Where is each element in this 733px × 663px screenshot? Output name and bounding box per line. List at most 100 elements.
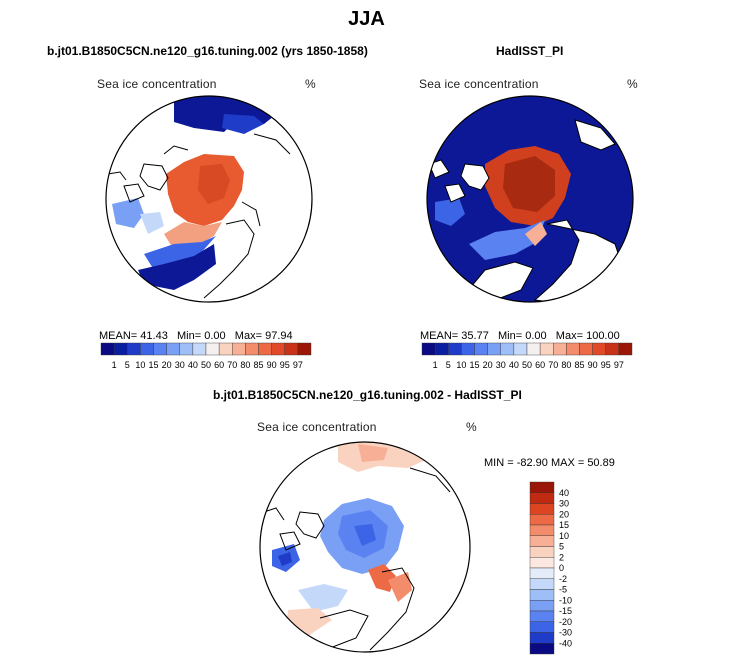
colorbar-model-tick-label: 80 [240, 360, 250, 370]
colorbar-diff-tick-label: -20 [559, 617, 572, 627]
colorbar-diff-tick-label: -5 [559, 585, 567, 595]
colorbar-diff-swatch [529, 481, 555, 493]
colorbar-obs-tick-label: 5 [446, 360, 451, 370]
colorbar-diff-swatch [529, 632, 555, 644]
colorbar-model-swatch [179, 342, 194, 356]
colorbar-diff-swatch [529, 643, 555, 655]
colorbar-diff-tick-label: 5 [559, 542, 564, 552]
colorbar-diff-swatch [529, 567, 555, 579]
colorbar-diff-swatch [529, 621, 555, 633]
colorbar-diff-tick-label: 30 [559, 499, 569, 509]
colorbar-model-swatch [166, 342, 180, 356]
colorbar-diff-swatch [529, 492, 555, 504]
colorbar-model-swatch [205, 342, 220, 356]
units-label-diff: % [466, 420, 477, 434]
colorbar-model-tick-label: 10 [135, 360, 145, 370]
panel-title-model: b.jt01.B1850C5CN.ne120_g16.tuning.002 (y… [47, 44, 368, 58]
colorbar-model-tick-label: 50 [201, 360, 211, 370]
colorbar-obs-tick-label: 30 [496, 360, 506, 370]
colorbar-obs-swatch [592, 342, 606, 356]
colorbar-obs-tick-label: 80 [561, 360, 571, 370]
colorbar-diff-swatch [529, 524, 555, 536]
colorbar-obs-tick-label: 1 [433, 360, 438, 370]
colorbar-diff-tick-label: 0 [559, 563, 564, 573]
colorbar-model-swatch [245, 342, 259, 356]
colorbar-diff-tick-label: 40 [559, 488, 569, 498]
colorbar-model-tick-label: 5 [125, 360, 130, 370]
variable-label-obs: Sea ice concentration [419, 77, 539, 91]
colorbar-diff-swatch [529, 557, 555, 569]
colorbar-model: 1 5 10 15 20 30 40 50 60 70 80 85 90 95 97 [100, 342, 312, 370]
colorbar-model-tick-label: 40 [188, 360, 198, 370]
colorbar-obs-tick-label: 95 [601, 360, 611, 370]
colorbar-diff-tick-label: -10 [559, 595, 572, 605]
colorbar-obs-swatch [421, 342, 436, 356]
variable-label-diff: Sea ice concentration [257, 420, 377, 434]
colorbar-diff-tick-label: -15 [559, 606, 572, 616]
colorbar-obs-tick-label: 85 [574, 360, 584, 370]
stats-model: MEAN= 41.43 Min= 0.00 Max= 97.94 [99, 330, 293, 342]
colorbar-model-swatch [100, 342, 115, 356]
colorbar-model-swatch [218, 342, 233, 356]
colorbar-obs-tick-label: 97 [614, 360, 624, 370]
colorbar-diff-swatch [529, 610, 555, 622]
colorbar-obs-tick-label: 50 [522, 360, 532, 370]
colorbar-obs-swatch [618, 342, 633, 356]
colorbar-diff-tick-label: -30 [559, 628, 572, 638]
colorbar-diff-swatch [529, 535, 555, 547]
colorbar-obs-swatch [526, 342, 541, 356]
colorbar-obs-tick-label: 40 [509, 360, 519, 370]
polar-map-model [105, 95, 313, 303]
colorbar-model-swatch [284, 342, 299, 356]
colorbar-obs-swatch [513, 342, 528, 356]
colorbar-model-swatch [271, 342, 285, 356]
colorbar-obs-swatch [566, 342, 580, 356]
colorbar-model-tick-label: 97 [293, 360, 303, 370]
colorbar-model-swatch [140, 342, 154, 356]
colorbar-diff-tick-label: -40 [559, 638, 572, 648]
colorbar-model-tick-label: 95 [280, 360, 290, 370]
colorbar-diff-tick-label: -2 [559, 574, 567, 584]
colorbar-model-swatch [113, 342, 128, 356]
colorbar-model-tick-label: 1 [112, 360, 117, 370]
colorbar-diff-swatch [529, 514, 555, 526]
colorbar-model-swatch [232, 342, 246, 356]
panel-title-diff: b.jt01.B1850C5CN.ne120_g16.tuning.002 - … [213, 388, 522, 402]
colorbar-obs-swatch [579, 342, 593, 356]
colorbar-obs-swatch [461, 342, 475, 356]
stats-diff: MIN = -82.90 MAX = 50.89 [484, 457, 615, 469]
colorbar-diff-tick-label: 20 [559, 509, 569, 519]
colorbar-obs-swatch [474, 342, 488, 356]
colorbar-diff-swatch [529, 589, 555, 601]
colorbar-model-tick-label: 15 [148, 360, 158, 370]
colorbar-model-swatch [297, 342, 312, 356]
colorbar-obs-tick-label: 60 [535, 360, 545, 370]
page-title: JJA [348, 8, 385, 30]
colorbar-model-swatch [192, 342, 207, 356]
colorbar-obs-tick-label: 70 [548, 360, 558, 370]
colorbar-obs-swatch [539, 342, 554, 356]
colorbar-diff-tick-label: 10 [559, 531, 569, 541]
colorbar-model-tick-label: 20 [162, 360, 172, 370]
colorbar-model-tick-label: 30 [175, 360, 185, 370]
colorbar-model-tick-label: 85 [253, 360, 263, 370]
colorbar-diff-swatch [529, 546, 555, 558]
colorbar-obs-swatch [500, 342, 515, 356]
colorbar-model-tick-label: 90 [267, 360, 277, 370]
stats-obs: MEAN= 35.77 Min= 0.00 Max= 100.00 [420, 330, 620, 342]
colorbar-obs-swatch [487, 342, 501, 356]
polar-map-obs [426, 95, 634, 303]
colorbar-obs-swatch [553, 342, 567, 356]
polar-map-diff [259, 441, 471, 653]
colorbar-diff-swatch [529, 578, 555, 590]
units-label-obs: % [627, 77, 638, 91]
colorbar-obs-swatch [434, 342, 449, 356]
colorbar-model-tick-label: 60 [214, 360, 224, 370]
colorbar-diff-tick-label: 15 [559, 520, 569, 530]
colorbar-obs-tick-label: 10 [456, 360, 466, 370]
colorbar-obs-swatch [448, 342, 462, 356]
colorbar-model-swatch [258, 342, 272, 356]
colorbar-diff-swatch [529, 600, 555, 612]
colorbar-model-swatch [153, 342, 167, 356]
